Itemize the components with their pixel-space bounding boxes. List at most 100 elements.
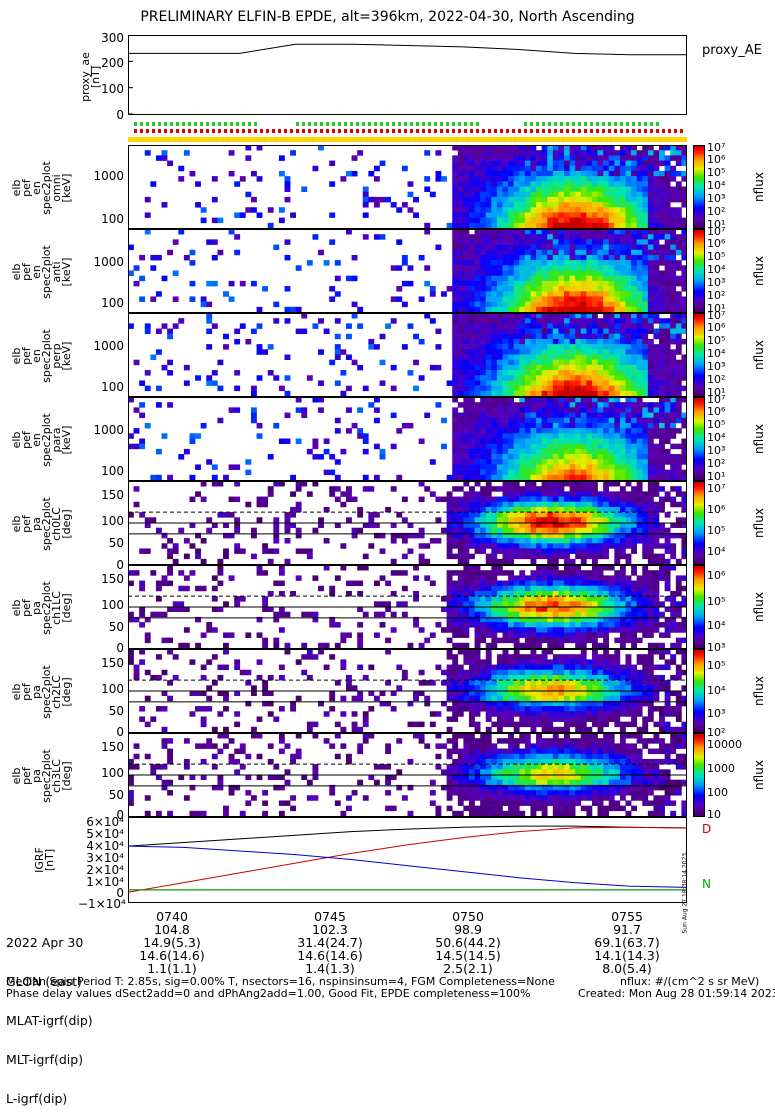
spectrogram-cell: [279, 386, 285, 391]
spectrogram-cell: [519, 596, 525, 601]
spectrogram-cell: [497, 150, 503, 155]
spectrogram-cell: [581, 470, 587, 475]
spectrogram-cell: [402, 517, 408, 522]
spectrogram-cell: [665, 223, 671, 228]
spectrogram-cell: [586, 638, 592, 643]
spectrogram-cell: [581, 439, 587, 444]
spectrogram-cell: [665, 245, 671, 250]
spectrogram-cell: [637, 150, 643, 155]
spectrogram-cell: [598, 632, 604, 637]
spectrogram-cell: [536, 370, 542, 375]
spectrogram-cell: [586, 391, 592, 396]
spectrogram-cell: [642, 433, 648, 438]
spectrogram-cell: [195, 433, 201, 438]
spectrogram-cell: [475, 192, 481, 197]
spectrogram-cell: [307, 612, 313, 617]
spectrogram-cell: [458, 486, 464, 491]
spectrogram-cell: [162, 433, 168, 438]
spectrogram-cell: [486, 197, 492, 202]
spectrogram-cell: [653, 155, 659, 160]
spectrogram-cell: [452, 428, 458, 433]
quality-dot-green: [434, 122, 437, 126]
spectrogram-cell: [206, 706, 212, 711]
spectrogram-cell: [525, 423, 531, 428]
spectrogram-cell: [648, 402, 654, 407]
spectrogram-cell: [592, 433, 598, 438]
spectrogram-cell: [631, 318, 637, 323]
spectrogram-cell: [542, 454, 548, 459]
spectrogram-cell: [189, 497, 195, 502]
spectrogram-cell: [631, 181, 637, 186]
spectrogram-cell: [665, 281, 671, 286]
spectrogram-cell: [586, 181, 592, 186]
spectrogram-cell: [452, 276, 458, 281]
spectrogram-cell: [491, 454, 497, 459]
spectrogram-cell: [670, 548, 676, 553]
spectrogram-cell: [273, 638, 279, 643]
spectrogram-cell: [530, 166, 536, 171]
quality-dot-green: [302, 122, 305, 126]
spectrogram-cell: [603, 166, 609, 171]
spectrogram-cell: [519, 166, 525, 171]
spectrogram-cell: [598, 370, 604, 375]
spectrogram-cell: [536, 166, 542, 171]
spectrogram-cell: [503, 586, 509, 591]
spectrogram-cell: [503, 386, 509, 391]
spectrogram-cell: [212, 197, 218, 202]
spectrogram-cell: [419, 255, 425, 260]
spectrogram-cell: [469, 365, 475, 370]
spectrogram-cell: [480, 543, 486, 548]
spectrogram-cell: [575, 380, 581, 385]
spectrogram-cell: [497, 464, 503, 469]
spectrogram-cell: [206, 281, 212, 286]
spectrogram-cell: [497, 187, 503, 192]
spectrogram-cell: [609, 276, 615, 281]
spectrogram-cell: [514, 491, 520, 496]
spectrogram-cell: [525, 491, 531, 496]
spectrogram-cell: [575, 223, 581, 228]
spectrogram-cell: [458, 291, 464, 296]
spectrogram-cell: [206, 685, 212, 690]
spectrogram-cell: [642, 380, 648, 385]
spectrogram-cell: [642, 344, 648, 349]
spectrogram-cell: [592, 439, 598, 444]
spectrogram-cell: [469, 413, 475, 418]
spectrogram-cell: [514, 339, 520, 344]
spectrogram-cell: [508, 187, 514, 192]
spectrogram-cell: [469, 255, 475, 260]
spectrogram-cell: [665, 407, 671, 412]
spectrogram-cell: [134, 407, 140, 412]
spectrogram-cell: [475, 581, 481, 586]
spectrogram-cell: [570, 344, 576, 349]
spectrogram-cell: [480, 439, 486, 444]
spectrogram-cell: [553, 370, 559, 375]
spectrogram-cell: [497, 255, 503, 260]
spectrogram-cell: [503, 296, 509, 301]
spectrogram-cell: [475, 291, 481, 296]
spectrogram-cell: [542, 512, 548, 517]
quality-dot-green: [452, 122, 455, 126]
spectrogram-cell: [558, 234, 564, 239]
spectrogram-cell: [581, 459, 587, 464]
quality-dot-red: [326, 129, 329, 133]
spectrogram-cell: [525, 627, 531, 632]
quality-dot-green: [530, 122, 533, 126]
spectrogram-cell: [206, 459, 212, 464]
spectrogram-cell: [676, 475, 682, 480]
spectrogram-cell: [519, 570, 525, 575]
spectrogram-cell: [441, 528, 447, 533]
spectrogram-cell: [469, 491, 475, 496]
spectrogram-cell: [553, 302, 559, 307]
spectrogram-cell: [150, 716, 156, 721]
spectrogram-cell: [497, 486, 503, 491]
spectrogram-cell: [581, 181, 587, 186]
spectrogram-cell: [558, 575, 564, 580]
spectrogram-cell: [547, 380, 553, 385]
spectrogram-cell: [547, 286, 553, 291]
quality-dot-green: [152, 122, 155, 126]
spectrogram-cell: [575, 643, 581, 648]
spectrogram-cell: [514, 538, 520, 543]
spectrogram-cell: [229, 407, 235, 412]
spectrogram-cell: [519, 323, 525, 328]
spectrogram-cell: [676, 334, 682, 339]
